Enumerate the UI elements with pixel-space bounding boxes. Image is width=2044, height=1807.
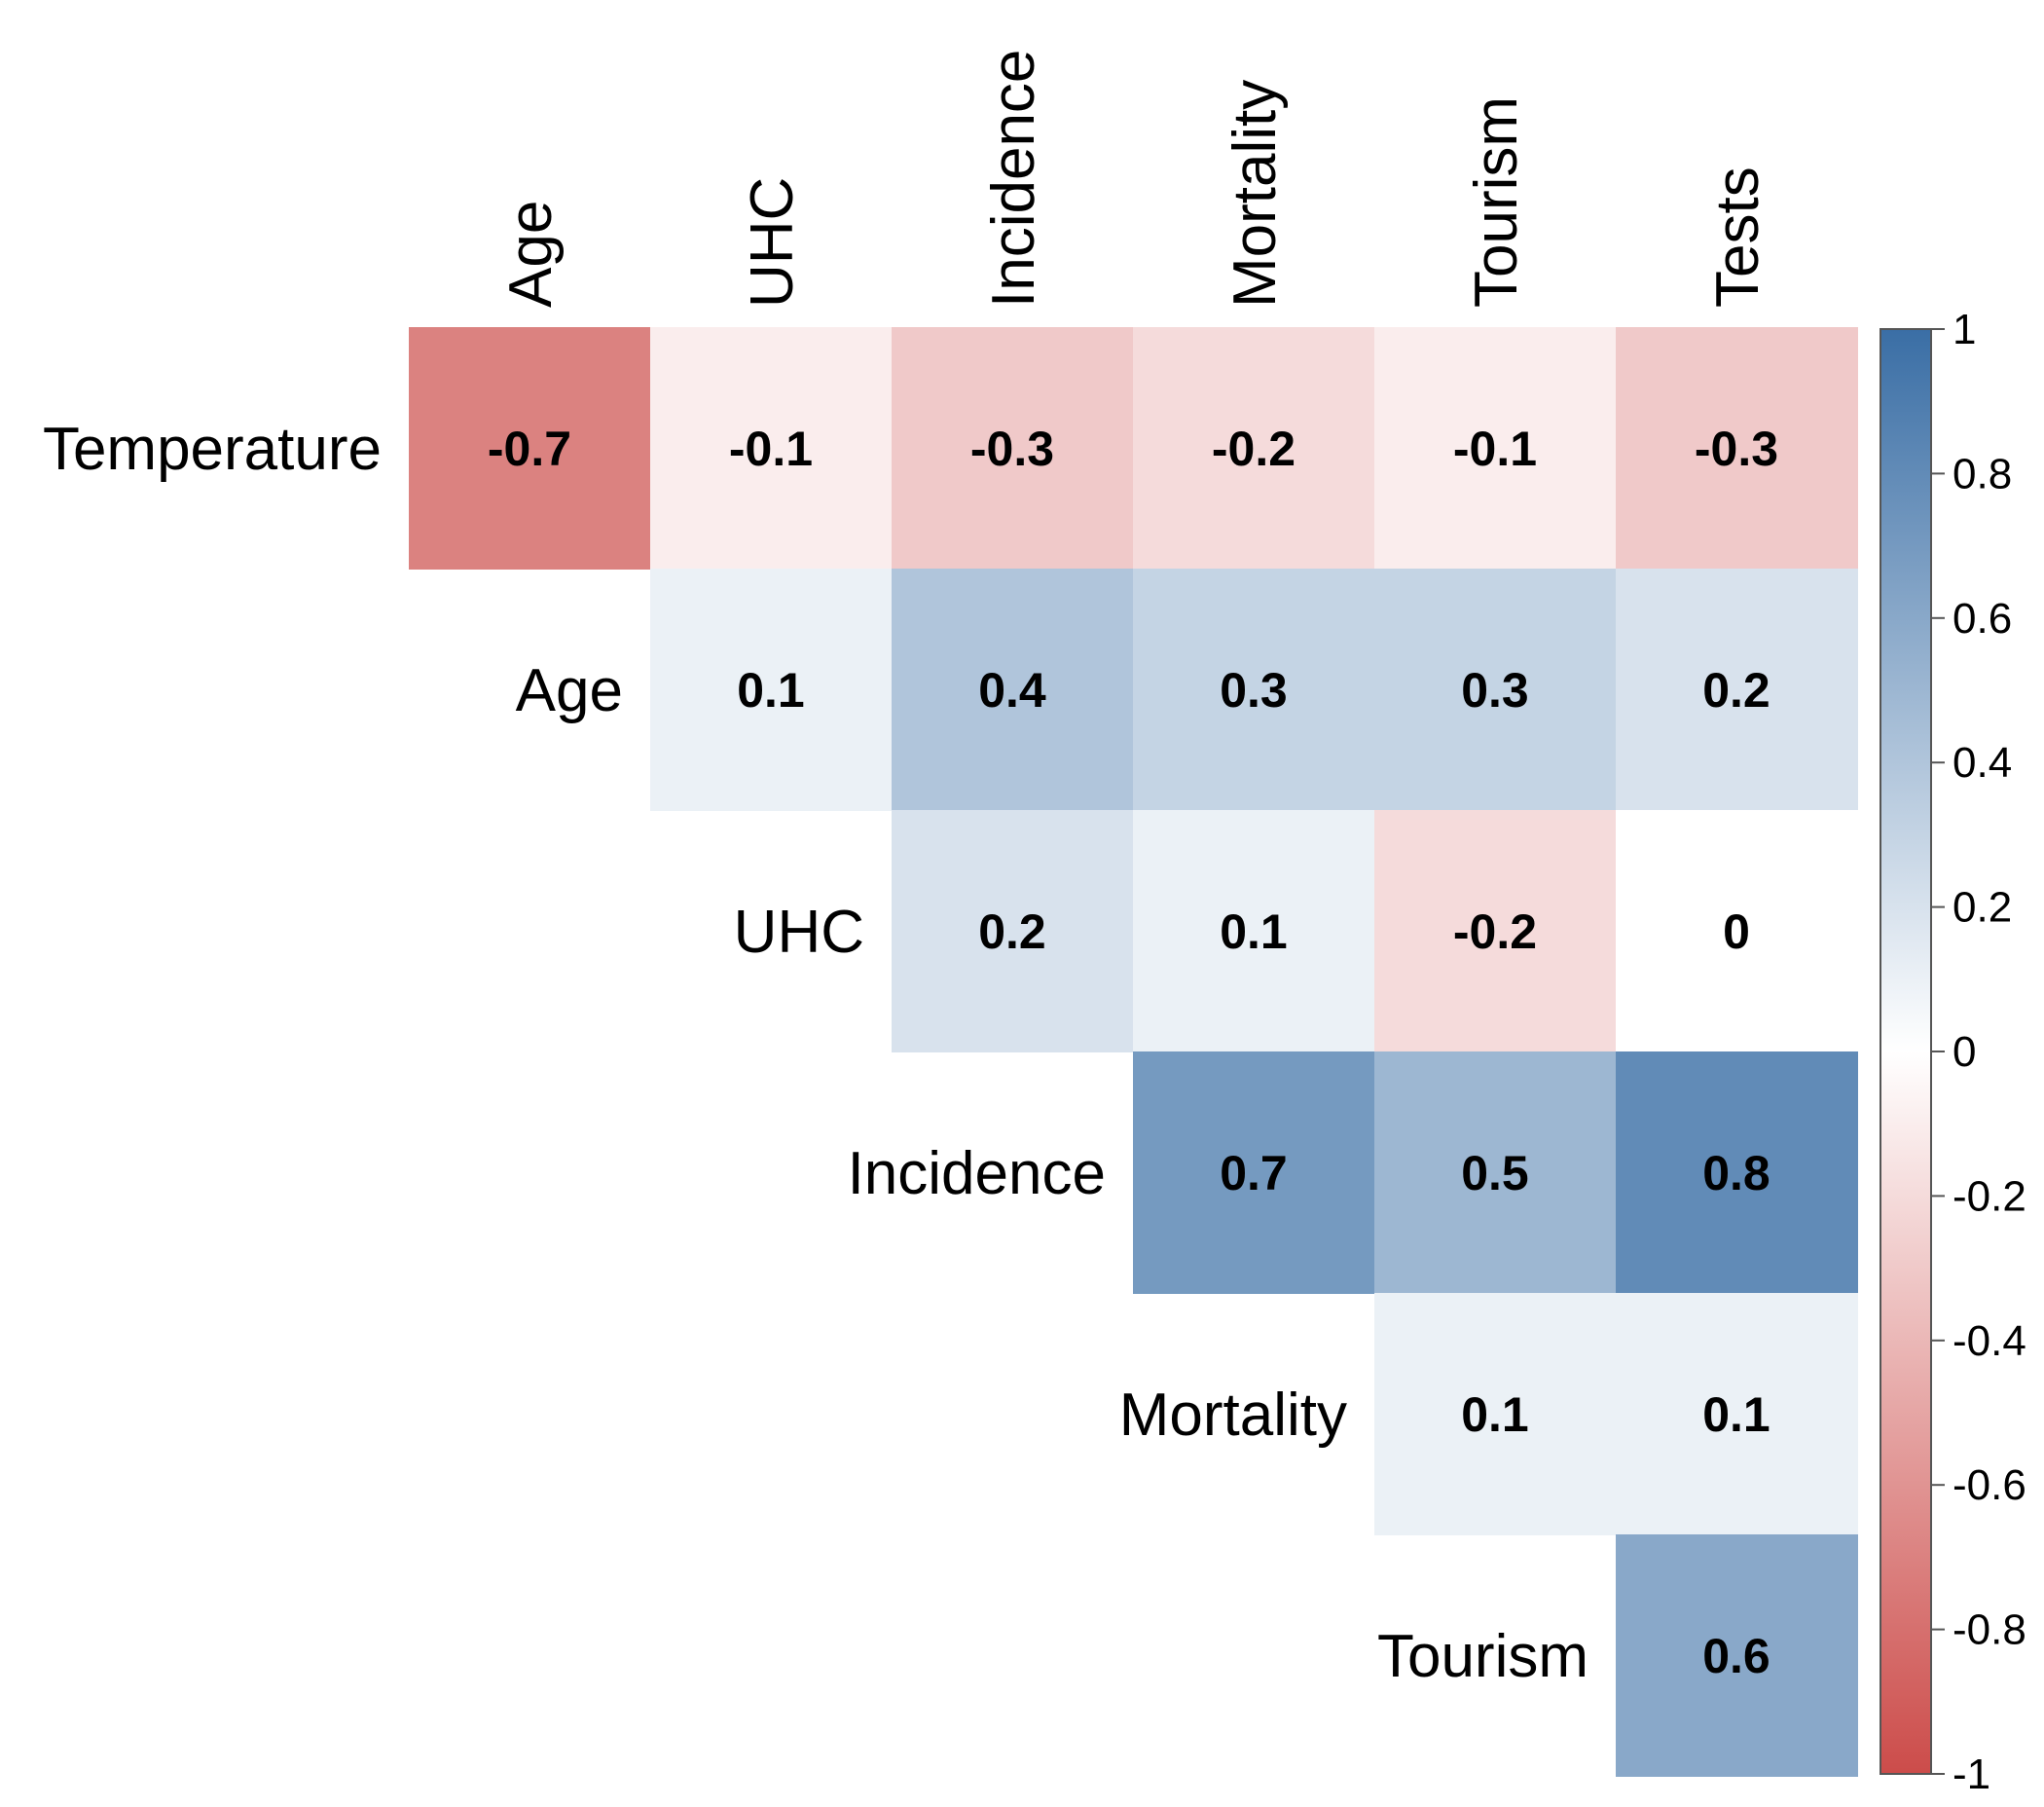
row-label-temperature: Temperature [43, 416, 382, 483]
cell-value-label: 0 [1723, 904, 1750, 959]
colorbar-tick-label: -0.6 [1953, 1461, 2026, 1509]
cell-temperature-tourism [1374, 327, 1617, 570]
row-label-age: Age [516, 657, 623, 724]
row-label-uhc: UHC [734, 899, 864, 966]
cell-value-label: -0.1 [1453, 422, 1537, 476]
colorbar-tick-label: -0.4 [1953, 1317, 2026, 1365]
heatmap-cell-labels: -0.7 -0.1 -0.3 -0.2 -0.1 -0.3 0.1 0.4 0.3 0.3 0.2 0… [488, 422, 1778, 1683]
colorbar-tick-label: 0.4 [1953, 739, 2012, 787]
cell-uhc-incidence [892, 810, 1134, 1052]
cell-value-label: -0.3 [1695, 422, 1778, 476]
row-label-tourism: Tourism [1377, 1623, 1588, 1690]
cell-age-mortality [1133, 569, 1375, 811]
column-label-mortality: Mortality [1222, 80, 1289, 308]
cell-value-label: 0.1 [737, 663, 805, 718]
column-label-tourism: Tourism [1463, 96, 1530, 308]
cell-uhc-tourism [1374, 810, 1617, 1052]
colorbar-tick-label: 0.6 [1953, 595, 2012, 643]
cell-uhc-mortality [1133, 810, 1375, 1052]
colorbar-tick-label: 1 [1953, 306, 1976, 353]
cell-value-label: 0.4 [978, 663, 1046, 718]
cell-value-label: 0.7 [1220, 1146, 1288, 1200]
cell-value-label: -0.2 [1212, 422, 1296, 476]
cell-temperature-age [409, 327, 651, 570]
cell-value-label: 0.8 [1702, 1146, 1770, 1200]
row-label-mortality: Mortality [1119, 1382, 1347, 1449]
colorbar-tick-label: 0.2 [1953, 884, 2012, 932]
cell-value-label: -0.7 [488, 422, 571, 476]
cell-tourism-tests [1616, 1534, 1858, 1777]
row-label-incidence: Incidence [848, 1140, 1106, 1207]
cell-temperature-uhc [650, 327, 893, 570]
cell-value-label: 0.1 [1702, 1387, 1770, 1442]
cell-value-label: 0.1 [1220, 904, 1288, 959]
cell-age-uhc [650, 569, 893, 811]
colorbar: 1 0.8 0.6 0.4 0.2 0 -0.2 -0.4 -0.6 -0.8 -1 [1880, 306, 2026, 1798]
cell-incidence-tourism [1374, 1051, 1617, 1294]
row-labels: Temperature Age UHC Incidence Mortality Touri… [43, 416, 1588, 1690]
colorbar-tick-label: 0.8 [1953, 450, 2012, 498]
column-label-age: Age [497, 201, 565, 308]
column-labels: Age UHC Incidence Mortality Tourism Tests [497, 50, 1771, 308]
cell-value-label: 0.2 [978, 904, 1046, 959]
cell-value-label: 0.1 [1461, 1387, 1529, 1442]
cell-temperature-incidence [892, 327, 1134, 570]
cell-temperature-mortality [1133, 327, 1375, 570]
colorbar-tick-label: 0 [1953, 1028, 1976, 1076]
cell-value-label: 0.5 [1461, 1146, 1529, 1200]
column-label-incidence: Incidence [980, 50, 1047, 308]
cell-age-tourism [1374, 569, 1617, 811]
cell-value-label: -0.1 [729, 422, 813, 476]
cell-incidence-mortality [1133, 1051, 1375, 1294]
cell-age-tests [1616, 569, 1858, 811]
cell-age-incidence [892, 569, 1134, 811]
cell-value-label: 0.6 [1702, 1629, 1770, 1683]
cell-value-label: -0.3 [970, 422, 1054, 476]
colorbar-tick-label: -0.2 [1953, 1172, 2026, 1220]
cell-incidence-tests [1616, 1051, 1858, 1294]
cell-uhc-tests [1616, 810, 1858, 1052]
colorbar-tick-label: -0.8 [1953, 1606, 2026, 1654]
cell-value-label: -0.2 [1453, 904, 1537, 959]
colorbar-ticks: 1 0.8 0.6 0.4 0.2 0 -0.2 -0.4 -0.6 -0.8 -1 [1931, 306, 2026, 1798]
cell-value-label: 0.3 [1220, 663, 1288, 718]
cell-value-label: 0.3 [1461, 663, 1529, 718]
colorbar-tick-label: -1 [1953, 1751, 1990, 1798]
cell-temperature-tests [1616, 327, 1858, 570]
colorbar-gradient [1880, 328, 1932, 1775]
column-label-uhc: UHC [739, 177, 806, 308]
cell-mortality-tests [1616, 1293, 1858, 1535]
heatmap-cells [409, 327, 1858, 1777]
cell-mortality-tourism [1374, 1293, 1617, 1535]
column-label-tests: Tests [1704, 166, 1771, 308]
cell-value-label: 0.2 [1702, 663, 1770, 718]
